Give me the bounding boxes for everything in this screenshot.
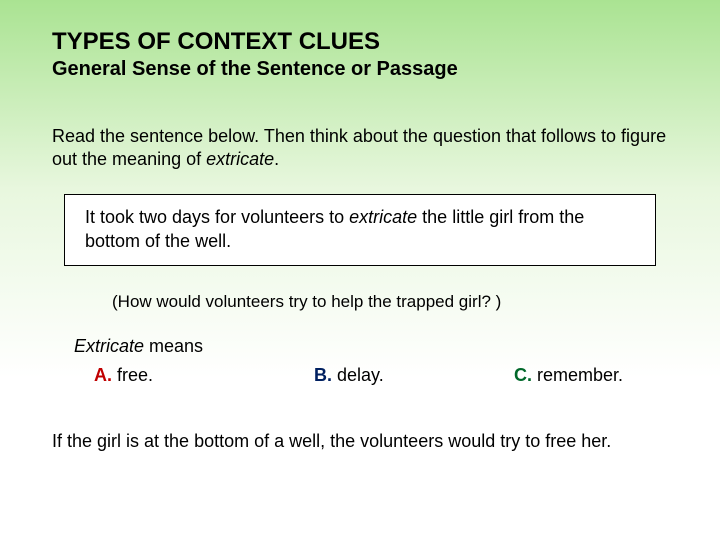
slide-subtitle: General Sense of the Sentence or Passage	[52, 58, 668, 81]
option-b-text: delay.	[332, 365, 384, 385]
explanation-text: If the girl is at the bottom of a well, …	[52, 430, 668, 453]
meaning-prompt: Extricate means	[74, 336, 668, 357]
example-sentence-box: It took two days for volunteers to extri…	[64, 194, 656, 267]
prompt-word: Extricate	[74, 336, 144, 356]
example-pre: It took two days for volunteers to	[85, 207, 349, 227]
option-b: B. delay.	[314, 365, 514, 386]
option-c-label: C.	[514, 365, 532, 385]
example-word: extricate	[349, 207, 417, 227]
instruction-text: Read the sentence below. Then think abou…	[52, 125, 668, 172]
option-a: A. free.	[94, 365, 314, 386]
option-a-label: A.	[94, 365, 112, 385]
instruction-post: .	[274, 149, 279, 169]
option-b-label: B.	[314, 365, 332, 385]
prompt-rest: means	[144, 336, 203, 356]
slide-title: TYPES OF CONTEXT CLUES	[52, 28, 668, 56]
instruction-pre: Read the sentence below. Then think abou…	[52, 126, 666, 169]
hint-question: (How would volunteers try to help the tr…	[112, 292, 668, 312]
option-c-text: remember.	[532, 365, 623, 385]
option-c: C. remember.	[514, 365, 623, 386]
answer-options: A. free. B. delay. C. remember.	[94, 365, 668, 386]
instruction-word: extricate	[206, 149, 274, 169]
option-a-text: free.	[112, 365, 153, 385]
